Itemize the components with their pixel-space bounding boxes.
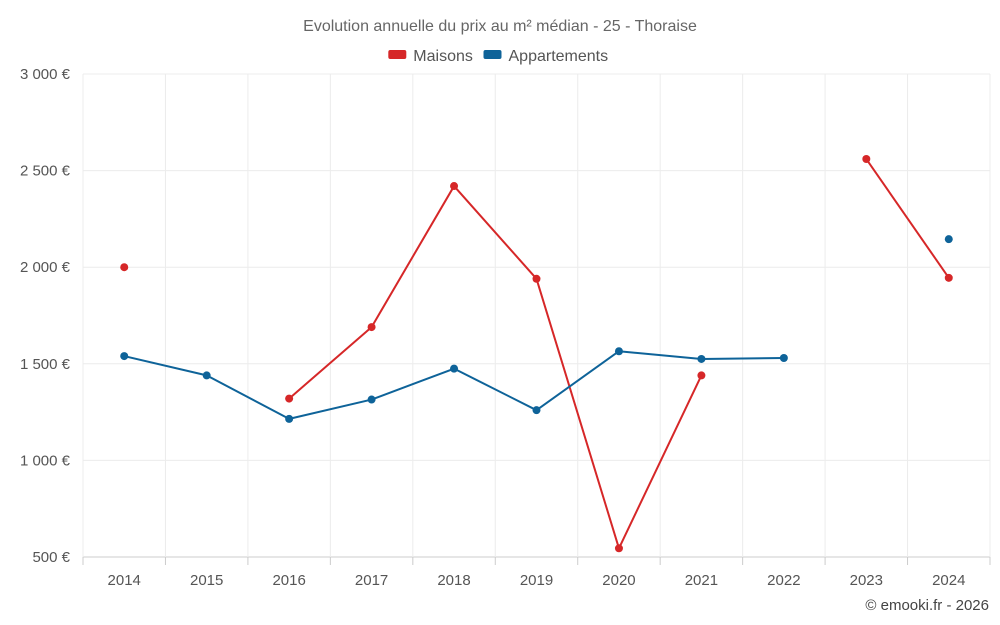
x-tick-label: 2018 bbox=[437, 572, 470, 589]
x-tick-label: 2015 bbox=[190, 572, 223, 589]
data-point-appartements-2024[interactable] bbox=[944, 235, 953, 244]
y-tick-label: 2 000 € bbox=[20, 259, 71, 276]
x-tick-label: 2023 bbox=[850, 572, 883, 589]
legend-swatch bbox=[388, 50, 407, 59]
x-tick-label: 2022 bbox=[767, 572, 800, 589]
data-point-appartements-2022[interactable] bbox=[779, 354, 788, 363]
data-point-appartements-2018[interactable] bbox=[450, 364, 459, 373]
series-appartements bbox=[120, 235, 953, 423]
data-point-appartements-2017[interactable] bbox=[367, 395, 376, 404]
series-group bbox=[120, 155, 953, 553]
data-point-maisons-2017[interactable] bbox=[367, 323, 376, 332]
x-tick-label: 2017 bbox=[355, 572, 388, 589]
data-point-maisons-2019[interactable] bbox=[532, 274, 541, 283]
chart-title: Evolution annuelle du prix au m² médian … bbox=[303, 18, 697, 35]
legend-label: Appartements bbox=[509, 48, 609, 65]
y-axis-ticks: 500 € 1 000 € 1 500 € 2 000 € 2 500 € 3 000 € bbox=[20, 66, 71, 566]
x-axis-ticks: 2014 2015 2016 2017 2018 2019 2020 2021 2022 2023… bbox=[108, 572, 966, 589]
data-point-maisons-2023[interactable] bbox=[862, 155, 871, 164]
x-tick-label: 2024 bbox=[932, 572, 965, 589]
grid bbox=[82, 73, 991, 565]
data-point-appartements-2021[interactable] bbox=[697, 354, 706, 363]
legend-label: Maisons bbox=[413, 48, 473, 65]
data-point-maisons-2014[interactable] bbox=[120, 263, 129, 272]
data-point-appartements-2015[interactable] bbox=[202, 371, 211, 380]
legend-swatch bbox=[483, 50, 502, 59]
x-tick-label: 2016 bbox=[272, 572, 305, 589]
data-point-appartements-2016[interactable] bbox=[285, 414, 294, 423]
series-maisons bbox=[120, 155, 953, 553]
data-point-maisons-2024[interactable] bbox=[944, 273, 953, 282]
series-line bbox=[865, 158, 950, 279]
y-tick-label: 1 000 € bbox=[20, 452, 71, 469]
legend: Maisons Appartements bbox=[388, 48, 608, 65]
data-point-maisons-2020[interactable] bbox=[614, 544, 623, 553]
x-tick-label: 2020 bbox=[602, 572, 635, 589]
data-point-maisons-2021[interactable] bbox=[697, 371, 706, 380]
y-tick-label: 1 500 € bbox=[20, 356, 71, 373]
x-tick-label: 2014 bbox=[108, 572, 141, 589]
data-point-appartements-2020[interactable] bbox=[614, 347, 623, 356]
series-line bbox=[288, 185, 703, 550]
y-tick-label: 3 000 € bbox=[20, 66, 71, 83]
x-tick-label: 2021 bbox=[685, 572, 718, 589]
credit-text: © emooki.fr - 2026 bbox=[865, 597, 989, 614]
data-point-maisons-2018[interactable] bbox=[450, 182, 459, 191]
y-tick-label: 2 500 € bbox=[20, 163, 71, 180]
y-tick-label: 500 € bbox=[32, 549, 70, 566]
data-point-maisons-2016[interactable] bbox=[285, 394, 294, 403]
legend-item-maisons[interactable]: Maisons bbox=[388, 48, 473, 65]
data-point-appartements-2014[interactable] bbox=[120, 352, 129, 361]
x-tick-label: 2019 bbox=[520, 572, 553, 589]
legend-item-appartements[interactable]: Appartements bbox=[483, 48, 609, 65]
data-point-appartements-2019[interactable] bbox=[532, 406, 541, 415]
